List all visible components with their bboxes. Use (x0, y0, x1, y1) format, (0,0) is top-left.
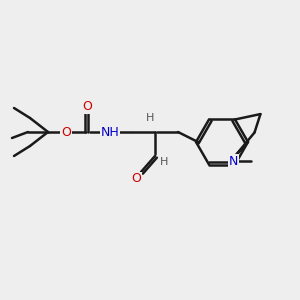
Text: O: O (131, 172, 141, 185)
Text: NH: NH (100, 125, 119, 139)
Text: O: O (82, 100, 92, 112)
Text: H: H (160, 157, 168, 167)
Text: H: H (146, 113, 154, 123)
Text: O: O (61, 125, 71, 139)
Text: N: N (229, 155, 238, 168)
